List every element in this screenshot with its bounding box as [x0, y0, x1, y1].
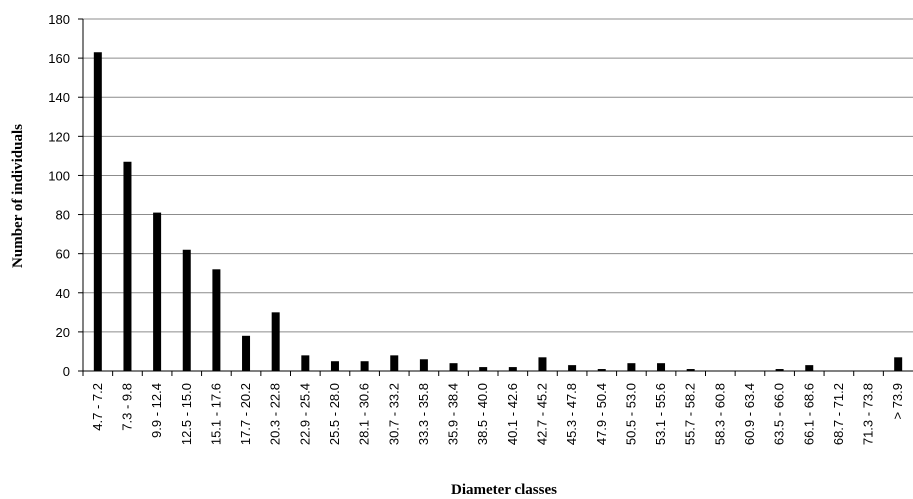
x-tick-label: 30.7 - 33.2 [386, 383, 401, 445]
y-tick-labels: 0 20 40 60 80 100 120 140 160 180 [48, 12, 70, 379]
x-tick-label: 60.9 - 63.4 [742, 383, 757, 445]
bar [93, 52, 102, 371]
bar [894, 357, 903, 371]
bar [686, 369, 695, 371]
y-tick-label: 80 [56, 208, 70, 223]
x-tick-label: 45.3 - 47.8 [564, 383, 579, 445]
bar [330, 361, 339, 371]
bar [271, 312, 280, 371]
bar [568, 365, 577, 371]
x-tick-label: 22.9 - 25.4 [297, 383, 312, 445]
x-tick-label: 33.3 - 35.8 [416, 383, 431, 445]
x-tick-label: 15.1 - 17.6 [208, 383, 223, 445]
bar [597, 369, 606, 371]
bar [360, 361, 369, 371]
bar [449, 363, 458, 371]
x-axis-title: Diameter classes [451, 482, 557, 498]
x-tick-label: 53.1 - 55.6 [653, 383, 668, 445]
y-tick-label: 140 [48, 90, 70, 105]
bar [805, 365, 814, 371]
x-tick-label: > 73.9 [890, 383, 905, 420]
x-tick-label: 25.5 - 28.0 [327, 383, 342, 445]
y-tick-label: 60 [56, 247, 70, 262]
bar [538, 357, 547, 371]
bar [775, 369, 784, 371]
bar [479, 367, 488, 371]
x-tick-label: 68.7 - 71.2 [831, 383, 846, 445]
bar [242, 335, 251, 371]
y-tick-label: 20 [56, 325, 70, 340]
axes [78, 18, 913, 376]
x-tick-label: 55.7 - 58.2 [683, 383, 698, 445]
bar [390, 355, 399, 371]
x-tick-label: 20.3 - 22.8 [268, 383, 283, 445]
bar [419, 359, 428, 371]
gridlines [83, 18, 913, 333]
x-tick-label: 63.5 - 66.0 [772, 383, 787, 445]
y-tick-label: 160 [48, 51, 70, 66]
x-tick-label: 35.9 - 38.4 [446, 383, 461, 445]
bars [93, 52, 903, 371]
bar [212, 269, 221, 371]
bar [182, 249, 191, 371]
bar [301, 355, 310, 371]
y-tick-label: 120 [48, 129, 70, 144]
bar [508, 367, 517, 371]
x-tick-label: 38.5 - 40.0 [475, 383, 490, 445]
y-axis-title: Number of individuals [10, 124, 26, 268]
x-tick-label: 28.1 - 30.6 [357, 383, 372, 445]
bar [627, 363, 636, 371]
x-tick-label: 50.5 - 53.0 [623, 383, 638, 445]
x-tick-label: 7.3 - 9.8 [119, 383, 134, 431]
bar [123, 161, 132, 371]
x-tick-label: 17.7 - 20.2 [238, 383, 253, 445]
y-tick-label: 0 [63, 364, 70, 379]
x-tick-label: 40.1 - 42.6 [505, 383, 520, 445]
y-tick-label: 180 [48, 12, 70, 27]
x-tick-label: 9.9 - 12.4 [149, 383, 164, 438]
x-tick-label: 66.1 - 68.6 [801, 383, 816, 445]
x-tick-label: 71.3 - 73.8 [861, 383, 876, 445]
y-tick-label: 40 [56, 286, 70, 301]
y-tick-label: 100 [48, 168, 70, 183]
x-tick-labels: 4.7 - 7.2 7.3 - 9.8 9.9 - 12.4 12.5 - 15.0 1… [90, 383, 905, 445]
x-tick-label: 4.7 - 7.2 [90, 383, 105, 431]
bar [153, 212, 162, 371]
x-tick-label: 58.3 - 60.8 [712, 383, 727, 445]
bar [657, 363, 666, 371]
x-tick-label: 47.9 - 50.4 [594, 383, 609, 445]
x-tick-label: 12.5 - 15.0 [179, 383, 194, 445]
x-tick-label: 42.7 - 45.2 [534, 383, 549, 445]
